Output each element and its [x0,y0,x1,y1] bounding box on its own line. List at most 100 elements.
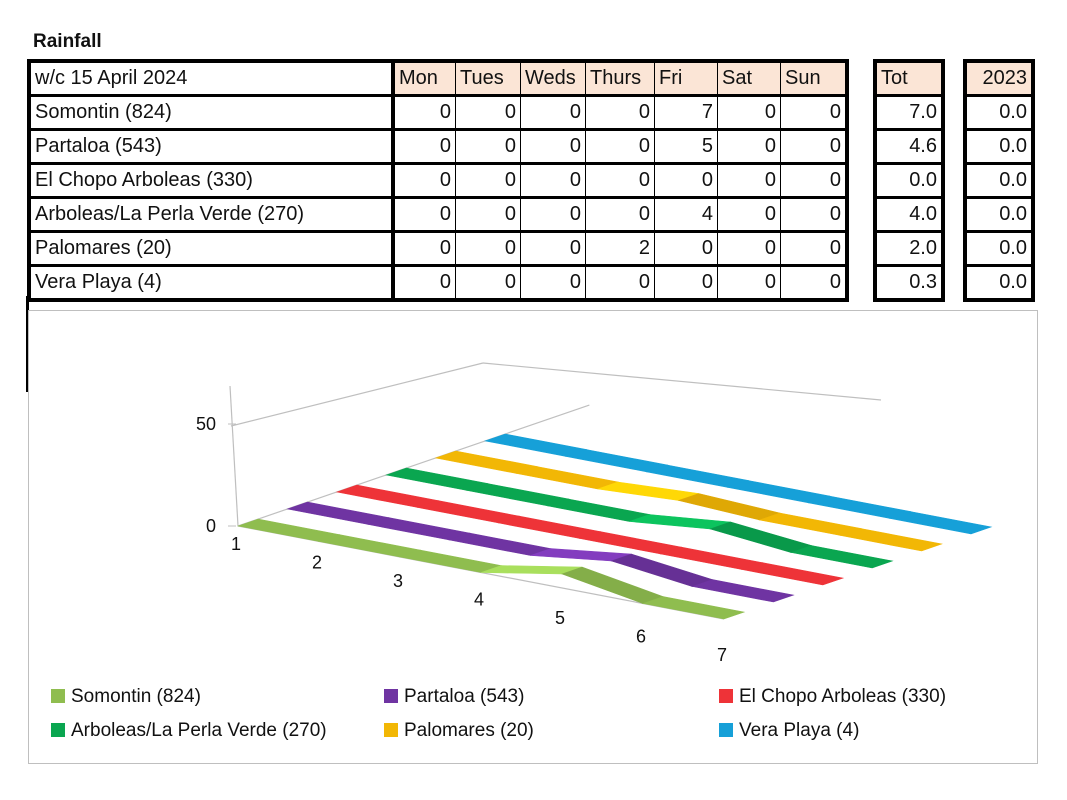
ribbon-segment [641,596,746,620]
ribbon-segment [497,515,602,539]
rain-value-cell: 0 [780,95,849,131]
x-tick-label: 3 [393,571,403,591]
year-header: 2023 [965,61,1033,97]
table-header-row: w/c 15 April 2024 Mon Tues Weds Thurs Fr… [28,60,849,97]
legend-label: El Chopo Arboleas (330) [739,686,947,707]
site-name-cell: Vera Playa (4) [28,265,395,302]
total-cell: 7.0 [875,95,943,131]
rain-value-cell: 0 [392,95,456,131]
day-header: Fri [654,60,718,97]
ribbon-segment [236,518,341,542]
x-tick-label: 6 [636,627,646,647]
y-tick-label: 50 [196,414,216,434]
ribbon-segment [398,549,503,573]
ribbon-segment [317,534,422,558]
legend-item: Partaloa (543) [384,686,524,708]
legend-swatch [719,723,733,737]
ribbon-segment [564,449,669,473]
total-cell: 4.6 [875,129,943,165]
rain-value-cell: 0 [392,197,456,233]
rain-value-cell: 0 [780,129,849,165]
legend-item: Palomares (20) [384,720,534,742]
rain-value-cell: 0 [654,265,718,302]
ribbon-segment [578,531,683,555]
rain-value-cell: 0 [717,231,781,267]
legend-item: Vera Playa (4) [719,720,859,742]
day-header: Mon [392,60,456,97]
rain-value-cell: 0 [392,163,456,199]
rain-value-cell: 2 [585,231,655,267]
rain-value-cell: 0 [780,231,849,267]
ribbon-segment [597,481,699,501]
year-total-cell: 0.0 [965,163,1033,199]
legend-label: Palomares (20) [404,720,534,741]
x-tick-label: 2 [312,553,322,573]
day-header: Tues [455,60,521,97]
table-row: Partaloa (543) 0 0 0 0 5 0 0 [28,129,849,165]
ribbon-segment [466,483,570,507]
total-header: Tot [875,61,943,97]
ribbon-segment [740,562,845,586]
rain-value-cell: 0 [585,129,655,165]
ribbon-segment [807,495,912,519]
table-row: Vera Playa (4) 0 0 0 0 0 0 0 [28,265,849,302]
rain-value-cell: 0 [455,265,521,302]
rain-value-cell: 0 [654,231,718,267]
rain-value-cell: 0 [780,197,849,233]
total-cell: 2.0 [875,231,943,267]
y-tick-label: 0 [206,516,216,536]
table-border-line [26,296,29,392]
rain-value-cell: 4 [654,197,718,233]
table-row: El Chopo Arboleas (330) 0 0 0 0 0 0 0 [28,163,849,199]
legend-item: El Chopo Arboleas (330) [719,686,946,708]
rain-value-cell: 0 [780,163,849,199]
ribbon-segment [367,517,471,541]
site-name-cell: Partaloa (543) [28,129,395,165]
ribbon-segment [434,450,538,474]
rain-value-cell: 0 [585,265,655,302]
rain-value-cell: 0 [455,95,521,131]
legend-label: Partaloa (543) [404,686,525,707]
legend-swatch [51,723,65,737]
table-row: Arboleas/La Perla Verde (270) 0 0 0 0 4 0 0 [28,197,849,233]
rain-value-cell: 0 [717,129,781,165]
week-label: w/c 15 April 2024 [28,60,395,97]
rain-value-cell: 0 [717,197,781,233]
ribbon-segment [515,466,619,490]
rain-value-cell: 0 [392,231,456,267]
legend-item: Arboleas/La Perla Verde (270) [51,720,327,742]
y-axis-line [229,385,239,527]
x-tick-label: 5 [555,608,565,628]
day-header: Thurs [585,60,655,97]
rain-value-cell: 0 [585,197,655,233]
rain-value-cell: 0 [392,265,456,302]
rain-value-cell: 0 [520,129,586,165]
ribbon-segment [547,498,651,522]
rain-value-cell: 0 [585,163,655,199]
page-title: Rainfall [33,31,102,52]
rain-value-cell: 0 [717,163,781,199]
ribbon-segment [839,528,943,552]
ribbon-segment [726,480,831,504]
year-total-cell: 0.0 [965,95,1033,131]
site-name-cell: El Chopo Arboleas (330) [28,163,395,199]
rain-value-cell: 0 [780,265,849,302]
rain-value-cell: 0 [455,163,521,199]
legend-swatch [719,689,733,703]
rain-value-cell: 0 [392,129,456,165]
x-tick-label: 1 [231,534,241,554]
year-table: 2023 0.0 0.0 0.0 0.0 0.0 0.0 [963,59,1035,302]
year-total-cell: 0.0 [965,197,1033,233]
rain-value-cell: 0 [520,95,586,131]
ribbon-segment [448,532,552,556]
rain-value-cell: 0 [520,231,586,267]
rain-value-cell: 0 [717,95,781,131]
legend-item: Somontin (824) [51,686,201,708]
rainfall-table: w/c 15 April 2024 Mon Tues Weds Thurs Fr… [27,59,849,302]
ribbon-segment [416,500,521,524]
ribbon-segment [645,464,750,488]
total-table: Tot 7.0 4.6 0.0 4.0 2.0 0.3 [873,59,945,302]
year-total-cell: 0.0 [965,231,1033,267]
rain-value-cell: 7 [654,95,718,131]
ribbon-segment [385,467,489,491]
